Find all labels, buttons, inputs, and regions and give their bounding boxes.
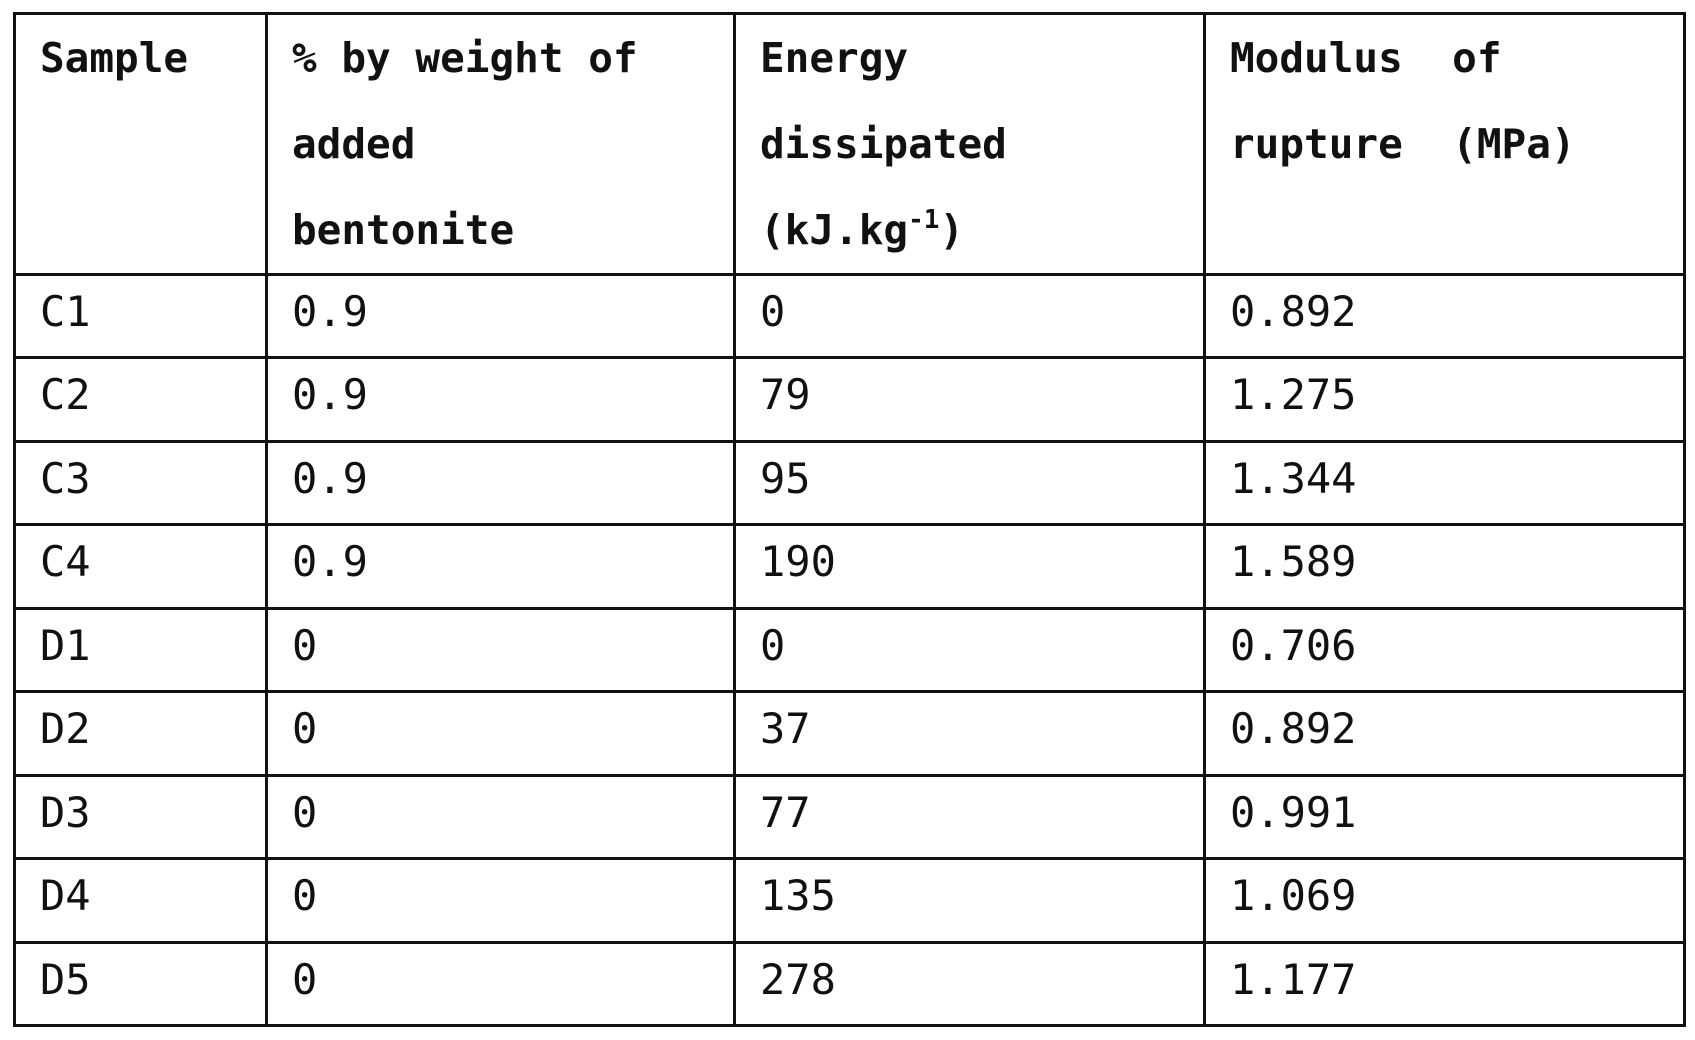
cell-bentonite: 0.9 [265, 356, 736, 443]
table-row: C3 0.9 95 1.344 [13, 439, 1686, 527]
cell-energy: 190 [733, 523, 1206, 610]
cell-energy: 278 [733, 940, 1206, 1027]
cell-bentonite: 0 [265, 940, 736, 1027]
cell-sample: D4 [13, 857, 268, 944]
cell-energy: 95 [733, 439, 1206, 527]
cell-energy: 0 [733, 606, 1206, 694]
cell-energy: 77 [733, 773, 1206, 861]
header-bentonite-line-3: bentonite [292, 206, 515, 254]
header-bentonite-line-2: added [292, 120, 416, 168]
table-row: C1 0.9 0 0.892 [13, 272, 1686, 360]
cell-modulus: 1.069 [1203, 857, 1686, 944]
cell-bentonite: 0 [265, 606, 736, 694]
cell-energy: 135 [733, 857, 1206, 944]
cell-sample: D3 [13, 773, 268, 861]
header-energy-line-2: dissipated [760, 120, 1007, 168]
cell-sample: D1 [13, 606, 268, 694]
cell-sample: C1 [13, 272, 268, 360]
table-row: D3 0 77 0.991 [13, 773, 1686, 861]
header-sample-line: Sample [40, 34, 189, 82]
cell-modulus: 1.275 [1203, 356, 1686, 443]
data-table: Sample % by weight of added bentonite En… [13, 12, 1686, 1027]
header-bentonite: % by weight of added bentonite [265, 12, 736, 276]
header-modulus: Modulus of rupture (MPa) [1203, 12, 1686, 276]
cell-modulus: 0.892 [1203, 690, 1686, 777]
cell-modulus: 0.706 [1203, 606, 1686, 694]
cell-modulus: 0.991 [1203, 773, 1686, 861]
table-row: D4 0 135 1.069 [13, 857, 1686, 944]
header-energy-exponent: -1 [908, 205, 940, 235]
cell-bentonite: 0.9 [265, 272, 736, 360]
header-modulus-line-1: Modulus of [1230, 34, 1502, 82]
cell-sample: D2 [13, 690, 268, 777]
header-modulus-line-2: rupture (MPa) [1230, 120, 1576, 168]
data-table-container: Sample % by weight of added bentonite En… [13, 12, 1686, 1027]
cell-modulus: 0.892 [1203, 272, 1686, 360]
header-energy: Energy dissipated (kJ.kg-1) [733, 12, 1206, 276]
cell-sample: C2 [13, 356, 268, 443]
cell-sample: D5 [13, 940, 268, 1027]
table-row: D1 0 0 0.706 [13, 606, 1686, 694]
table-row: C4 0.9 190 1.589 [13, 523, 1686, 610]
cell-bentonite: 0 [265, 857, 736, 944]
header-energy-line-1: Energy [760, 34, 909, 82]
table-header: Sample % by weight of added bentonite En… [13, 12, 1686, 276]
cell-bentonite: 0.9 [265, 523, 736, 610]
cell-modulus: 1.177 [1203, 940, 1686, 1027]
cell-energy: 79 [733, 356, 1206, 443]
header-energy-unit: (kJ.kg [760, 206, 909, 254]
header-energy-unit-close: ) [939, 206, 965, 254]
table-row: C2 0.9 79 1.275 [13, 356, 1686, 443]
table-row: D2 0 37 0.892 [13, 690, 1686, 777]
header-row: Sample % by weight of added bentonite En… [13, 12, 1686, 276]
cell-bentonite: 0 [265, 773, 736, 861]
cell-energy: 37 [733, 690, 1206, 777]
cell-bentonite: 0.9 [265, 439, 736, 527]
header-energy-line-3: (kJ.kg-1) [760, 187, 1179, 273]
cell-sample: C3 [13, 439, 268, 527]
cell-bentonite: 0 [265, 690, 736, 777]
cell-energy: 0 [733, 272, 1206, 360]
header-sample: Sample [13, 12, 268, 276]
header-bentonite-line-1: % by weight of [292, 34, 638, 82]
cell-modulus: 1.589 [1203, 523, 1686, 610]
table-body: C1 0.9 0 0.892 C2 0.9 79 1.275 C3 0.9 95… [13, 272, 1686, 1027]
cell-modulus: 1.344 [1203, 439, 1686, 527]
table-row: D5 0 278 1.177 [13, 940, 1686, 1027]
cell-sample: C4 [13, 523, 268, 610]
